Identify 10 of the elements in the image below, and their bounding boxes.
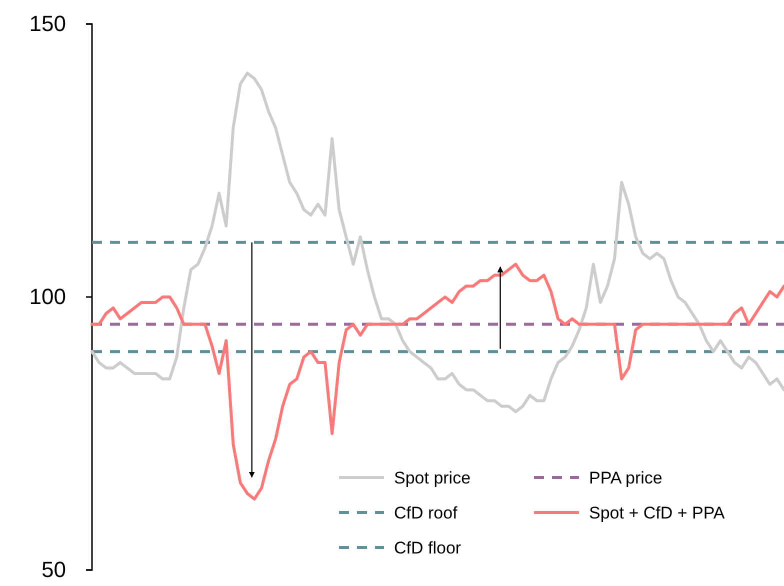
legend-label: CfD floor — [394, 538, 462, 558]
legend-label: Spot + CfD + PPA — [589, 503, 726, 522]
legend-label: Spot price — [394, 468, 471, 488]
line-series — [90, 72, 784, 414]
y-tick-label: 50 — [42, 557, 66, 582]
y-tick-label: 100 — [29, 284, 66, 310]
y-tick-label: 150 — [29, 11, 66, 36]
legend-label: CfD roof — [394, 503, 458, 522]
line-series — [90, 262, 784, 501]
legend-label: PPA price — [589, 468, 662, 488]
